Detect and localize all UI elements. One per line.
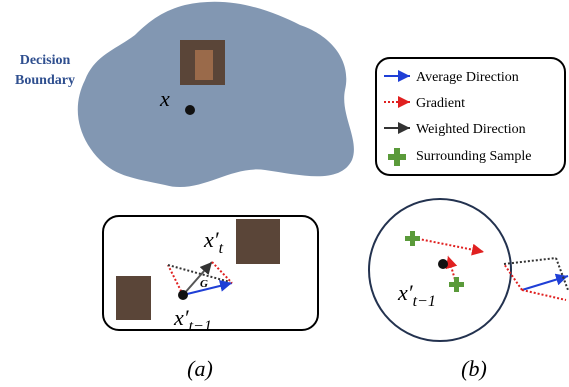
boundary-label: Decision Boundary bbox=[15, 53, 75, 88]
figure: Decision Boundary x Average Direction Gra… bbox=[0, 0, 569, 387]
average-arrow bbox=[522, 276, 568, 290]
parallelogram-edge bbox=[504, 258, 556, 264]
legend-entry: Gradient bbox=[416, 96, 465, 111]
legend-entry: Weighted Direction bbox=[416, 122, 526, 137]
parallelogram-edge bbox=[556, 258, 568, 290]
label-base: x′ bbox=[397, 280, 414, 305]
vector-label: G bbox=[200, 278, 208, 290]
point bbox=[178, 290, 188, 300]
boundary-line: Boundary bbox=[15, 73, 75, 88]
label-sub: t bbox=[219, 240, 224, 257]
image-detail bbox=[195, 50, 213, 80]
point-label: x bbox=[159, 86, 170, 111]
boundary-line: Decision bbox=[20, 53, 71, 68]
label-sub: t−1 bbox=[413, 293, 436, 310]
gradient-arrow bbox=[522, 290, 566, 300]
point bbox=[438, 259, 448, 269]
caption: (b) bbox=[461, 356, 487, 381]
caption: (a) bbox=[187, 356, 213, 381]
point bbox=[185, 105, 195, 115]
legend-entry: Surrounding Sample bbox=[416, 149, 532, 164]
image bbox=[116, 276, 151, 320]
legend-entry: Average Direction bbox=[416, 70, 519, 85]
label-sub: t−1 bbox=[189, 318, 212, 335]
label-base: x′ bbox=[173, 305, 190, 330]
decision-region bbox=[78, 2, 354, 187]
image bbox=[236, 219, 280, 264]
neighborhood bbox=[369, 199, 511, 341]
label-base: x′ bbox=[203, 227, 220, 252]
